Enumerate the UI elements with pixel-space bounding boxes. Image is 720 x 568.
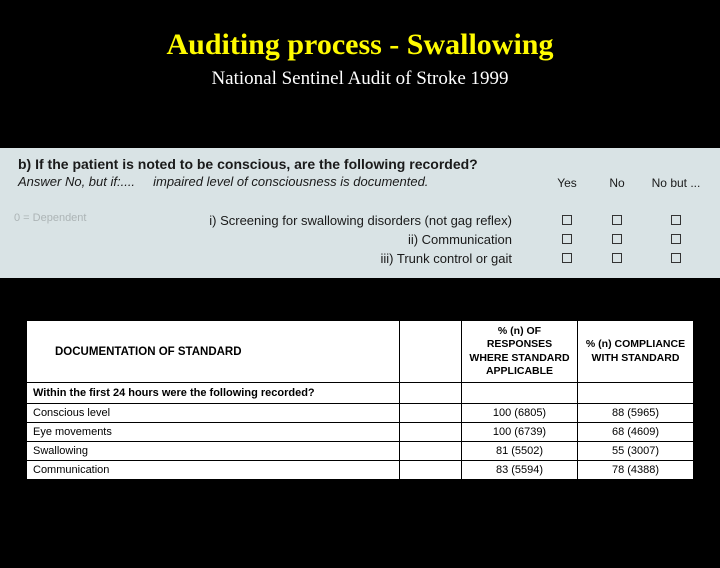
header-documentation: DOCUMENTATION OF STANDARD — [27, 321, 400, 383]
table-cell — [400, 383, 462, 404]
checkbox — [671, 215, 681, 225]
table-cell — [400, 461, 462, 480]
row-label: Communication — [27, 461, 400, 480]
cell-resp: 83 (5594) — [462, 461, 578, 480]
cell-resp: 100 (6739) — [462, 423, 578, 442]
header-compliance: % (n) COMPLIANCE WITH STANDARD — [578, 321, 694, 383]
row-label: i) Screening for swallowing disorders (n… — [209, 213, 512, 228]
cell-resp: 100 (6805) — [462, 404, 578, 423]
header-no-but: No but ... — [650, 176, 702, 190]
cell-comp: 55 (3007) — [578, 442, 694, 461]
cell-resp: 81 (5502) — [462, 442, 578, 461]
section-title: Within the first 24 hours were the follo… — [27, 383, 400, 404]
checkbox — [612, 253, 622, 263]
header-responses: % (n) OF RESPONSES WHERE STANDARD APPLIC… — [462, 321, 578, 383]
question-row: ii) Communication — [18, 232, 702, 247]
data-table-panel: DOCUMENTATION OF STANDARD % (n) OF RESPO… — [26, 320, 694, 480]
slide-subtitle: National Sentinel Audit of Stroke 1999 — [0, 68, 720, 90]
header-blank — [400, 321, 462, 383]
checkbox — [562, 215, 572, 225]
table-cell — [400, 404, 462, 423]
table-row: Eye movements 100 (6739) 68 (4609) — [27, 423, 694, 442]
table-cell — [578, 383, 694, 404]
checkbox — [671, 234, 681, 244]
ghost-text: 0 = Dependent — [14, 212, 86, 224]
question-line: b) If the patient is noted to be conscio… — [18, 156, 702, 172]
note-rest: impaired level of consciousness is docum… — [153, 174, 428, 189]
row-label: Eye movements — [27, 423, 400, 442]
checkbox — [671, 253, 681, 263]
table-cell — [400, 423, 462, 442]
checkbox — [562, 234, 572, 244]
row-label: Swallowing — [27, 442, 400, 461]
checkbox — [612, 215, 622, 225]
table-section-row: Within the first 24 hours were the follo… — [27, 383, 694, 404]
row-label: Conscious level — [27, 404, 400, 423]
table-row: Swallowing 81 (5502) 55 (3007) — [27, 442, 694, 461]
question-panel: b) If the patient is noted to be conscio… — [0, 148, 720, 278]
question-row: iii) Trunk control or gait — [18, 251, 702, 266]
cell-comp: 88 (5965) — [578, 404, 694, 423]
question-row: i) Screening for swallowing disorders (n… — [18, 213, 702, 228]
question-rows: i) Screening for swallowing disorders (n… — [18, 213, 702, 266]
row-label: ii) Communication — [408, 232, 512, 247]
checkbox — [562, 253, 572, 263]
checkbox — [612, 234, 622, 244]
table-cell — [400, 442, 462, 461]
cell-comp: 78 (4388) — [578, 461, 694, 480]
question-prefix: b) — [18, 156, 35, 172]
data-table: DOCUMENTATION OF STANDARD % (n) OF RESPO… — [26, 320, 694, 480]
header-yes: Yes — [550, 176, 584, 190]
question-text: If the patient is noted to be conscious,… — [35, 156, 478, 172]
checkbox-headers: Yes No No but ... — [550, 176, 702, 190]
note-prefix: Answer No, but if:.... — [18, 174, 135, 189]
table-row: Communication 83 (5594) 78 (4388) — [27, 461, 694, 480]
row-label: iii) Trunk control or gait — [380, 251, 512, 266]
header-no: No — [600, 176, 634, 190]
table-header-row: DOCUMENTATION OF STANDARD % (n) OF RESPO… — [27, 321, 694, 383]
table-cell — [462, 383, 578, 404]
cell-comp: 68 (4609) — [578, 423, 694, 442]
slide-title: Auditing process - Swallowing — [0, 28, 720, 62]
table-row: Conscious level 100 (6805) 88 (5965) — [27, 404, 694, 423]
